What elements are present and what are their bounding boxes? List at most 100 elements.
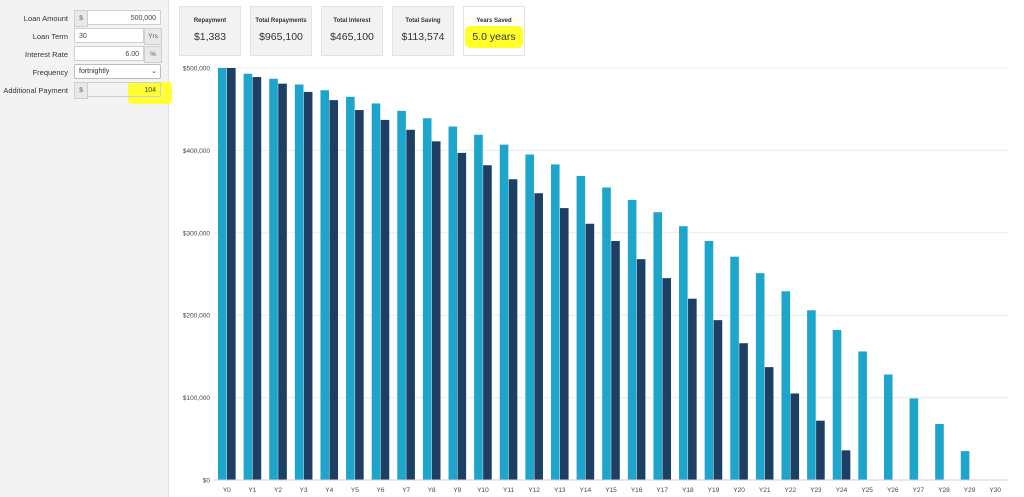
x-tick-label: Y17 [656,487,668,494]
bar-extra-Y18[interactable] [688,298,697,480]
chevron-down-icon: ⌄ [151,68,157,75]
bar-original-Y12[interactable] [525,154,534,480]
bar-extra-Y12[interactable] [534,193,543,481]
interest-rate-input[interactable]: 6.00 [74,46,144,61]
bar-extra-Y22[interactable] [790,393,800,480]
additional-payment-input[interactable]: 104 [87,82,161,97]
bar-original-Y13[interactable] [550,164,560,480]
y-tick-label: $300,000 [183,230,210,237]
currency-prefix: $ [74,10,88,27]
x-tick-label: Y11 [503,487,514,494]
additional-payment-row: Additional Payment $ 104 [0,82,168,99]
bar-original-Y5[interactable] [346,96,355,480]
bar-extra-Y5[interactable] [355,110,364,481]
bar-extra-Y4[interactable] [329,100,339,481]
x-tick-label: Y26 [887,487,899,494]
bar-extra-Y9[interactable] [457,152,467,480]
x-tick-label: Y18 [682,487,694,494]
x-tick-label: Y12 [528,487,540,494]
bar-original-Y27[interactable] [909,398,919,480]
bar-extra-Y20[interactable] [739,343,748,480]
x-tick-label: Y3 [300,487,308,494]
bar-original-Y26[interactable] [883,374,893,480]
bar-original-Y4[interactable] [320,90,330,481]
total-saving-card: Total Saving $113,574 [392,6,454,56]
chart-svg: $0 $100,000 $200,000 $300,000 $400,000 $500,0… [183,66,1008,494]
bar-original-Y22[interactable] [781,291,791,480]
bar-original-Y6[interactable] [371,103,381,480]
x-tick-label: Y6 [377,487,385,494]
additional-payment-label: Additional Payment [3,86,68,95]
loan-amount-row: Loan Amount $ 500,000 [0,10,168,27]
bar-original-Y7[interactable] [397,110,406,481]
x-tick-label: Y21 [759,487,771,494]
x-tick-label: Y27 [913,487,925,494]
loan-amount-label: Loan Amount [23,14,68,23]
bar-extra-Y15[interactable] [611,241,620,480]
bar-original-Y15[interactable] [602,187,611,481]
frequency-value: fortnightly [79,68,110,75]
frequency-label: Frequency [32,68,68,77]
bar-original-Y18[interactable] [679,226,688,480]
bar-original-Y10[interactable] [474,134,483,480]
bar-extra-Y14[interactable] [585,223,595,480]
bar-original-Y0[interactable] [218,68,227,480]
bar-extra-Y24[interactable] [841,450,851,480]
loan-balance-chart: $0 $100,000 $200,000 $300,000 $400,000 $500,0… [170,58,1022,497]
card-value: $965,100 [259,31,303,43]
bar-extra-Y16[interactable] [636,259,646,480]
x-tick-label: Y4 [325,487,333,494]
bar-original-Y19[interactable] [704,241,714,480]
bar-extra-Y2[interactable] [278,83,287,480]
card-title: Total Saving [405,18,441,24]
x-tick-label: Y22 [785,487,797,494]
bar-extra-Y13[interactable] [559,208,569,480]
bar-extra-Y10[interactable] [483,165,492,480]
frequency-select[interactable]: fortnightly ⌄ [74,64,161,79]
bar-original-Y28[interactable] [935,423,944,480]
bar-extra-Y23[interactable] [816,420,825,480]
interest-rate-label: Interest Rate [25,50,68,59]
bar-original-Y1[interactable] [243,73,253,480]
percent-suffix: % [144,46,162,63]
card-title: Total Repayments [255,18,307,24]
bar-extra-Y17[interactable] [662,278,672,480]
frequency-row: Frequency fortnightly ⌄ [0,64,168,81]
bar-extra-Y0[interactable] [227,68,236,480]
bar-original-Y24[interactable] [832,330,842,480]
bar-extra-Y1[interactable] [252,77,262,480]
years-saved-card: Years Saved 5.0 years [463,6,525,56]
bar-original-Y14[interactable] [576,175,586,480]
bar-original-Y20[interactable] [730,256,739,480]
bar-original-Y16[interactable] [627,199,637,480]
bar-extra-Y21[interactable] [764,367,774,480]
total-repayments-card: Total Repayments $965,100 [250,6,312,56]
card-title: Total Interest [333,18,371,24]
bar-original-Y8[interactable] [422,118,432,480]
bar-original-Y2[interactable] [269,78,278,480]
x-tick-label: Y14 [580,487,592,494]
bar-extra-Y8[interactable] [431,141,441,480]
loan-term-input[interactable]: 30 [74,28,144,43]
bar-original-Y9[interactable] [448,126,458,480]
bar-extra-Y19[interactable] [713,320,723,480]
x-tick-label: Y13 [554,487,566,494]
bar-extra-Y6[interactable] [380,119,390,481]
y-tick-label: $0 [203,478,211,485]
loan-amount-input[interactable]: 500,000 [87,10,161,25]
bar-original-Y23[interactable] [807,310,816,480]
total-interest-card: Total Interest $465,100 [321,6,383,56]
bar-extra-Y3[interactable] [303,91,313,480]
bar-original-Y29[interactable] [960,451,970,480]
x-tick-label: Y5 [351,487,359,494]
bar-original-Y25[interactable] [858,351,867,480]
card-value: $465,100 [330,31,374,43]
y-tick-label: $400,000 [183,148,210,155]
bar-original-Y17[interactable] [653,212,663,480]
bar-extra-Y7[interactable] [406,129,415,481]
bar-original-Y3[interactable] [294,84,304,481]
card-value: 5.0 years [472,31,516,43]
bar-original-Y21[interactable] [755,273,765,480]
bar-original-Y11[interactable] [499,144,509,480]
bar-extra-Y11[interactable] [508,179,518,480]
